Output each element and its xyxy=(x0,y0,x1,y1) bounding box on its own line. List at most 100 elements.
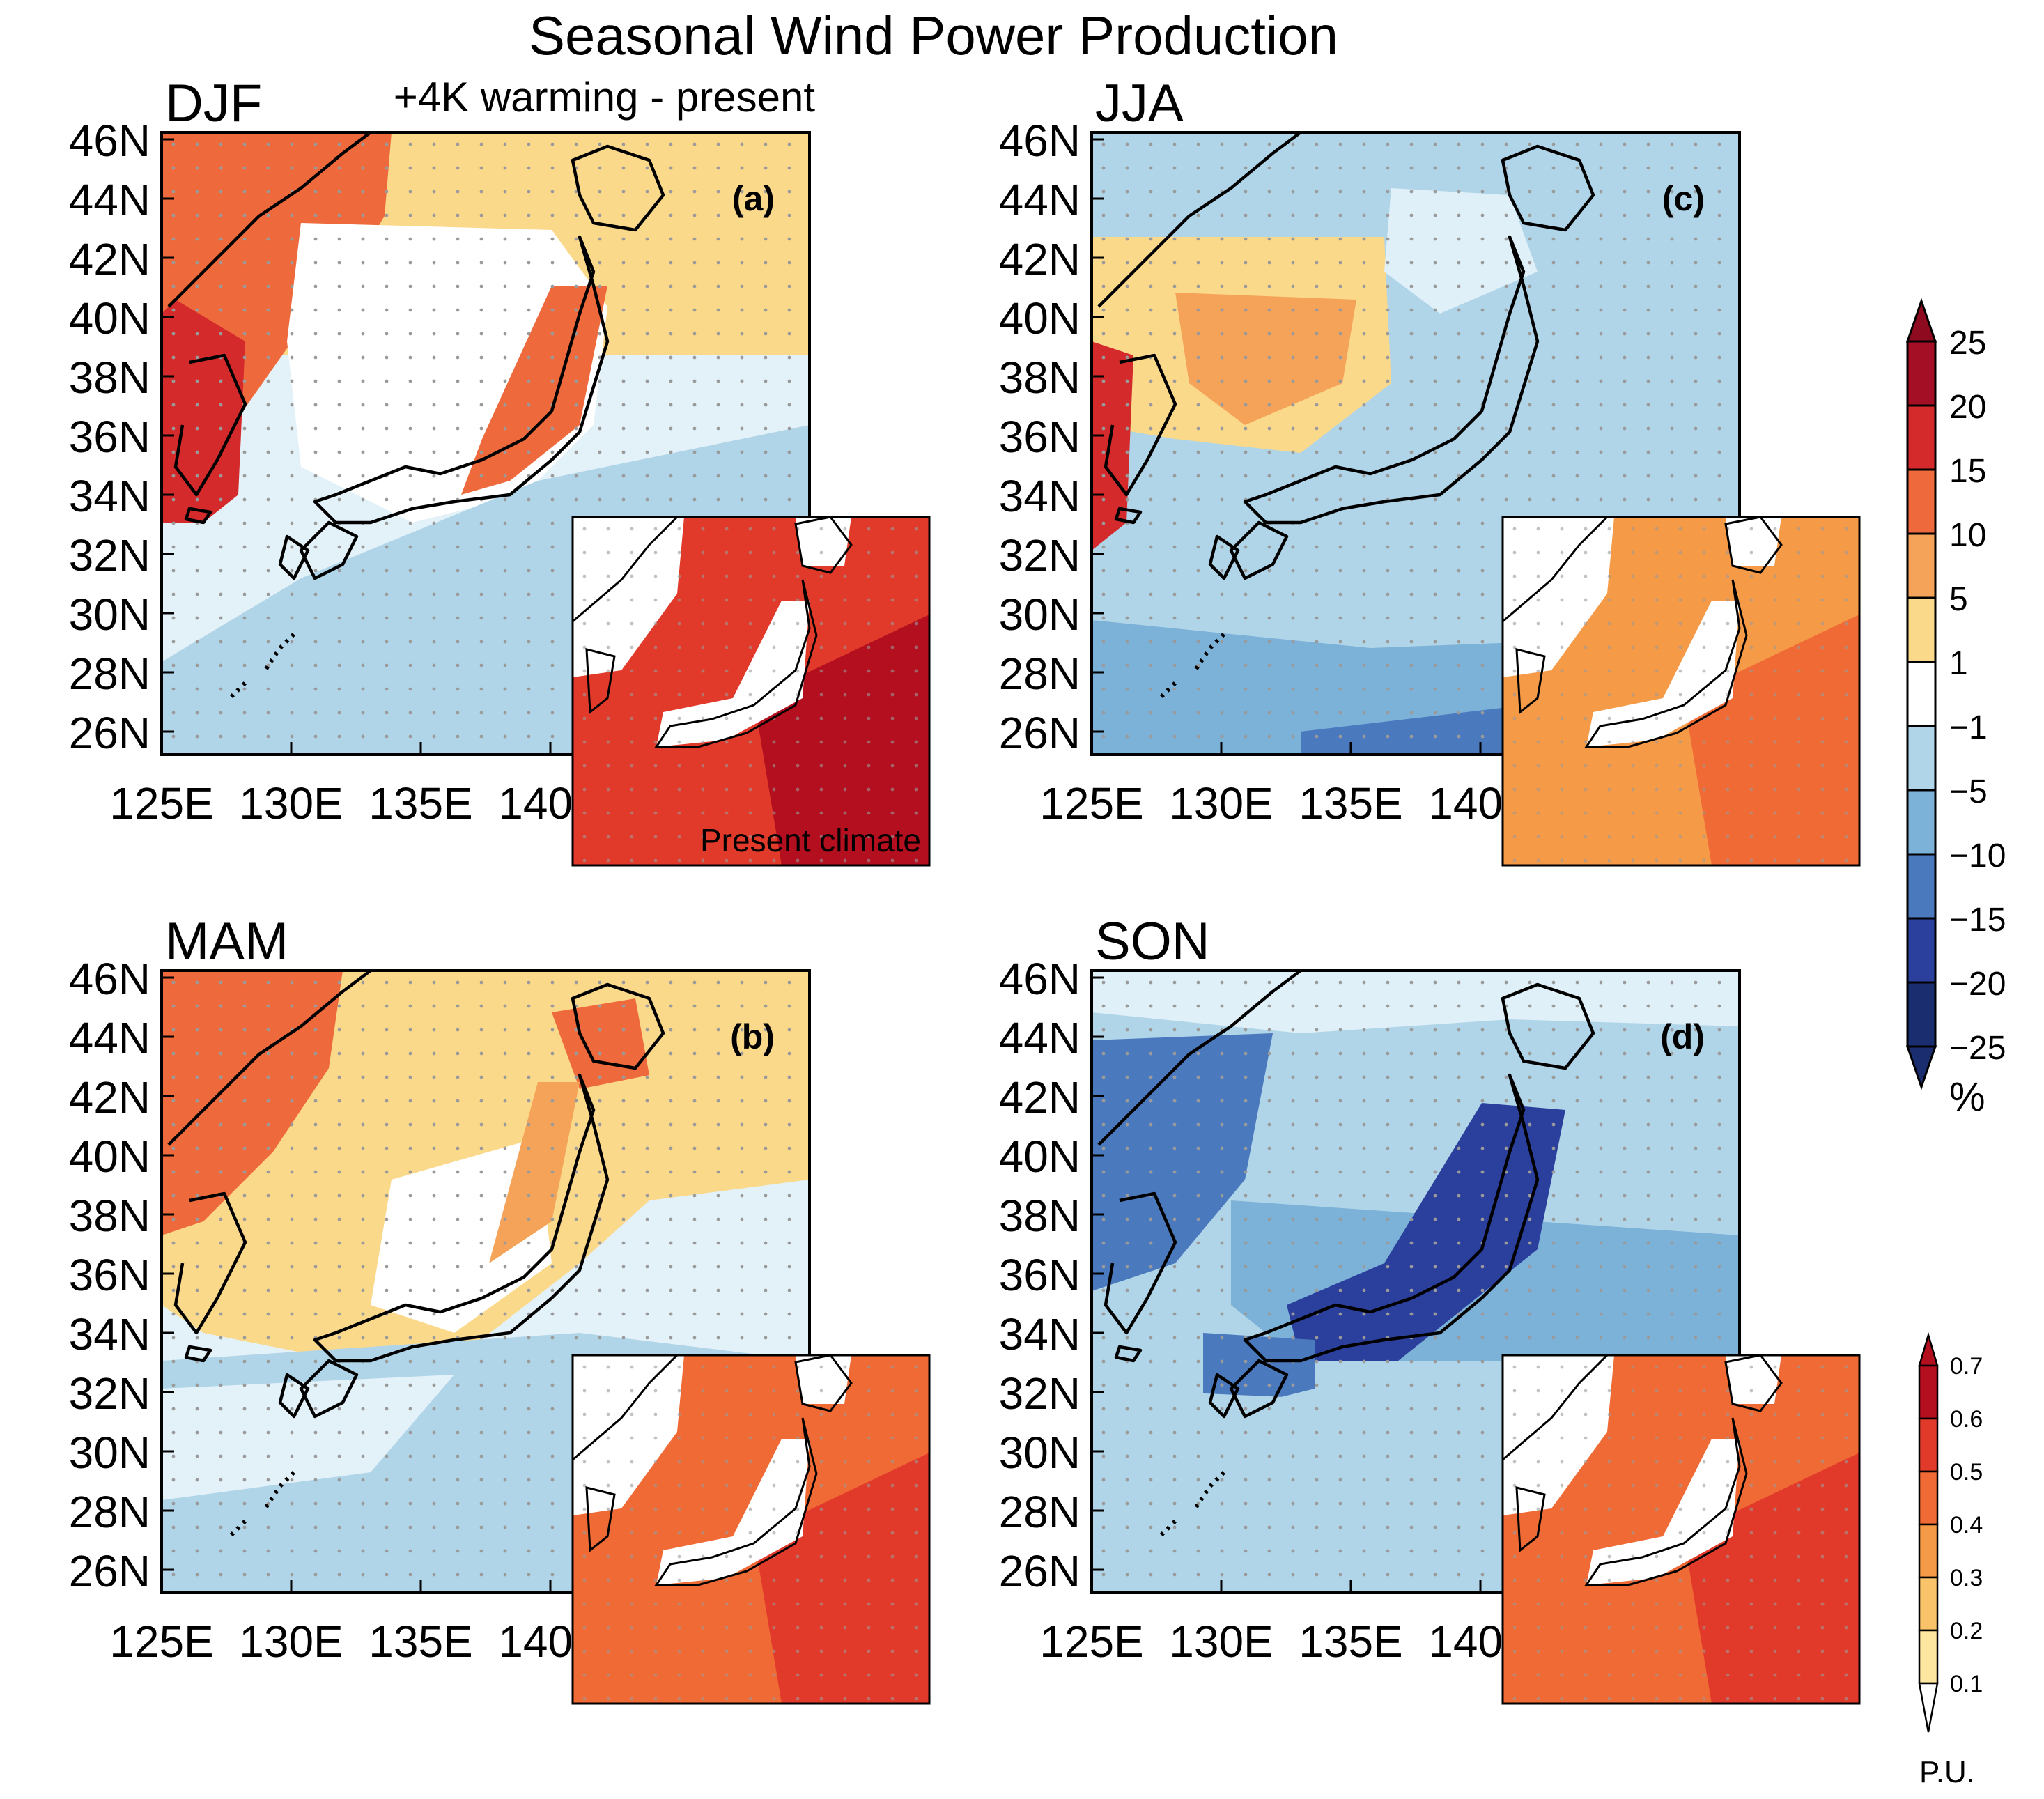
colorbar-segment xyxy=(1906,340,1937,407)
colorbar-segment xyxy=(1906,725,1937,792)
panel-djf: 46N 44N 42N 40N 38N 36N 34N 32N 30N 28N 26N 125E 130… xyxy=(69,74,931,867)
colorbar-tick: −10 xyxy=(1949,837,2006,874)
island-chain xyxy=(1159,632,1226,699)
panel-mam: 46N 44N 42N 40N 38N 36N 34N 32N 30N 28N 26N 125E 130… xyxy=(69,912,931,1705)
colorbar-tick: 20 xyxy=(1949,389,1986,426)
panel-tag: (a) xyxy=(732,179,775,218)
lat-label: 38N xyxy=(69,1191,150,1241)
panel-son: 46N 44N 42N 40N 38N 36N 34N 32N 30N 28N 26N 125E 130… xyxy=(999,912,1861,1705)
pu-colorbar-extend-top xyxy=(1918,1331,1939,1367)
pu-colorbar-unit: P.U. xyxy=(1919,1755,1975,1789)
lon-label: 135E xyxy=(369,1616,472,1667)
lat-label: 42N xyxy=(69,1072,150,1122)
season-label: DJF xyxy=(165,74,262,133)
lon-label: 125E xyxy=(1039,778,1143,828)
lat-label: 32N xyxy=(999,530,1081,580)
present-climate-inset xyxy=(571,1354,931,1705)
lat-label: 28N xyxy=(69,649,150,699)
lon-label: 125E xyxy=(109,1616,213,1667)
pu-colorbar-segment xyxy=(1918,1364,1939,1420)
colorbar-segment xyxy=(1906,596,1937,663)
coastline xyxy=(167,132,665,580)
lat-label: 26N xyxy=(999,708,1081,758)
colorbar-tick: −1 xyxy=(1949,709,1988,746)
panel-tag: (b) xyxy=(730,1017,775,1056)
lat-label: 26N xyxy=(69,708,150,758)
colorbar-extend-top xyxy=(1905,298,1937,343)
colorbar-segment xyxy=(1906,532,1937,599)
map-frame xyxy=(1090,969,1741,1594)
lon-label: 130E xyxy=(1169,778,1273,828)
island-chain xyxy=(1159,1470,1226,1537)
pu-colorbar-tick: 0.3 xyxy=(1950,1565,1983,1591)
lat-label: 26N xyxy=(69,1546,150,1596)
island-chain xyxy=(229,1470,296,1537)
colorbar-segment xyxy=(1906,917,1937,984)
pu-colorbar-extend-bottom xyxy=(1918,1682,1939,1733)
colorbar-segment xyxy=(1906,661,1937,727)
lat-label: 38N xyxy=(999,353,1081,403)
colorbar-segment xyxy=(1906,853,1937,920)
colorbar-segment xyxy=(1906,789,1937,856)
colorbar-tick: 15 xyxy=(1949,453,1986,490)
lat-label: 36N xyxy=(999,1250,1081,1300)
lat-label: 44N xyxy=(999,175,1081,225)
pu-colorbar-tick: 0.5 xyxy=(1950,1459,1983,1485)
lat-label: 36N xyxy=(69,1250,150,1300)
pu-colorbar-segment xyxy=(1918,1417,1939,1473)
pu-colorbar-segment xyxy=(1918,1576,1939,1632)
lon-label: 135E xyxy=(1299,778,1402,828)
season-label: MAM xyxy=(165,912,288,971)
present-climate-inset: Present climate xyxy=(571,516,931,867)
lat-label: 40N xyxy=(999,293,1081,343)
lon-label: 135E xyxy=(369,778,472,828)
pu-colorbar-segment xyxy=(1918,1470,1939,1526)
colorbar-tick: 1 xyxy=(1949,645,1968,682)
lat-label: 38N xyxy=(69,353,150,403)
pu-colorbar-tick: 0.6 xyxy=(1950,1406,1983,1433)
lon-label: 130E xyxy=(239,1616,343,1667)
lat-label: 46N xyxy=(999,954,1081,1004)
pu-colorbar-tick: 0.2 xyxy=(1950,1618,1983,1644)
coastline xyxy=(1097,132,1595,580)
colorbar-tick: −25 xyxy=(1949,1030,2006,1067)
panel-tag: (c) xyxy=(1662,179,1705,218)
map-frame xyxy=(160,131,811,756)
pu-colorbar-segment xyxy=(1918,1523,1939,1579)
colorbar-segment xyxy=(1906,468,1937,535)
season-label: JJA xyxy=(1095,74,1184,133)
lat-label: 38N xyxy=(999,1191,1081,1241)
colorbar-tick: 5 xyxy=(1949,581,1968,618)
change-colorbar: 25 20 15 10 5 1 −1 −5 −10 −15 −20 −25% xyxy=(1905,298,2006,1120)
pu-colorbar: 0.7 0.6 0.5 0.4 0.3 0.2 0.1 P.U. xyxy=(1918,1331,1983,1789)
lat-label: 34N xyxy=(69,471,150,521)
lat-label: 42N xyxy=(999,234,1081,284)
lon-label: 125E xyxy=(109,778,213,828)
lat-label: 34N xyxy=(999,471,1081,521)
lat-label: 32N xyxy=(69,1368,150,1419)
colorbar-tick: −15 xyxy=(1949,902,2006,939)
lat-label: 46N xyxy=(69,954,150,1004)
map-frame xyxy=(1090,131,1741,756)
lat-label: 40N xyxy=(999,1132,1081,1182)
pu-colorbar-tick: 0.1 xyxy=(1950,1671,1983,1697)
lat-label: 30N xyxy=(999,1428,1081,1478)
coastline xyxy=(167,971,665,1419)
lat-label: 42N xyxy=(69,234,150,284)
season-label: SON xyxy=(1095,912,1210,971)
inset-label: Present climate xyxy=(700,822,921,858)
lat-label: 40N xyxy=(69,293,150,343)
colorbar-segment xyxy=(1906,981,1937,1048)
lat-label: 28N xyxy=(999,1487,1081,1537)
colorbar-extend-bottom xyxy=(1905,1045,1937,1090)
colorbar-tick: −20 xyxy=(1949,966,2006,1003)
lat-label: 26N xyxy=(999,1546,1081,1596)
lon-label: 130E xyxy=(239,778,343,828)
lat-label: 44N xyxy=(69,1013,150,1063)
lat-label: 36N xyxy=(999,412,1081,462)
lat-label: 30N xyxy=(69,1428,150,1478)
pu-colorbar-segment xyxy=(1918,1629,1939,1685)
colorbar-segment xyxy=(1906,404,1937,471)
lat-label: 40N xyxy=(69,1132,150,1182)
